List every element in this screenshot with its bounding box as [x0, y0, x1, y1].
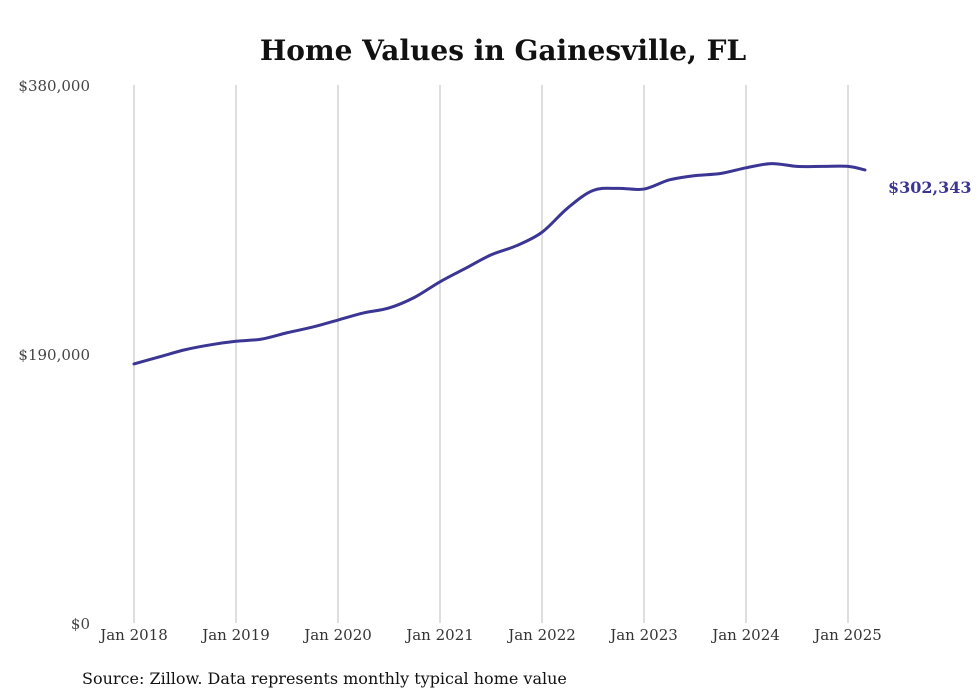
source-note: Source: Zillow. Data represents monthly …: [82, 669, 567, 688]
x-tick-label: Jan 2019: [200, 626, 270, 644]
x-tick-label: Jan 2020: [302, 626, 372, 644]
grid: [133, 85, 849, 623]
series-layer: [132, 162, 867, 366]
series-line: [132, 162, 867, 366]
y-tick-label: $380,000: [18, 77, 90, 95]
x-axis-ticks: Jan 2018 Jan 2019 Jan 2020 Jan 2021 Jan …: [98, 626, 882, 644]
y-tick-label: $0: [71, 615, 90, 633]
chart-title: Home Values in Gainesville, FL: [260, 34, 747, 67]
end-value-label: $302,343: [888, 178, 972, 197]
x-tick-label: Jan 2024: [710, 626, 780, 644]
x-tick-label: Jan 2018: [98, 626, 168, 644]
y-tick-label: $190,000: [18, 346, 90, 364]
x-tick-label: Jan 2023: [608, 626, 678, 644]
x-tick-label: Jan 2021: [404, 626, 474, 644]
x-tick-label: Jan 2022: [506, 626, 576, 644]
x-tick-label: Jan 2025: [812, 626, 882, 644]
